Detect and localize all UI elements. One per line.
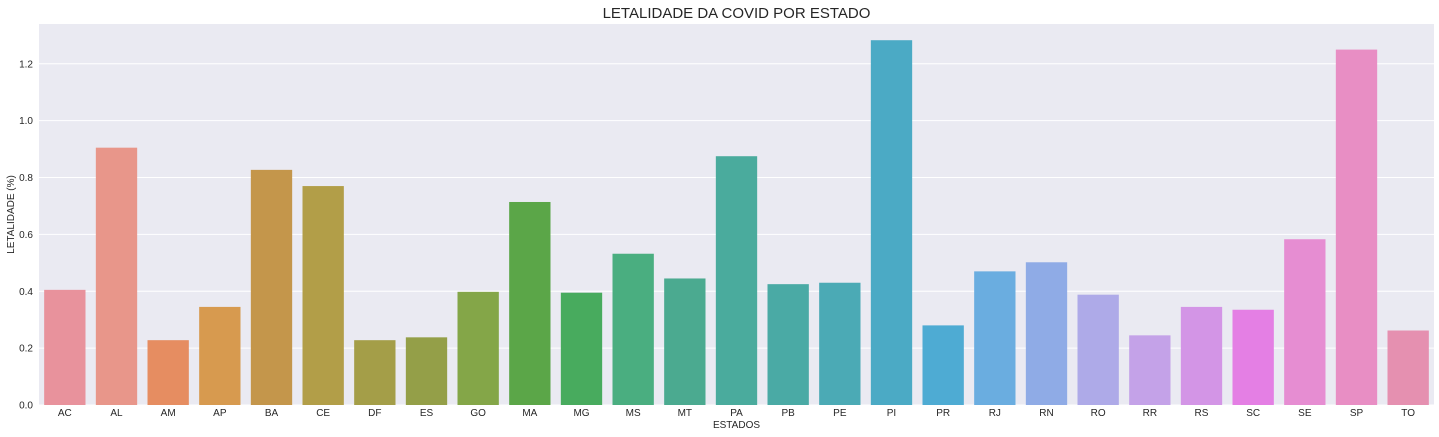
bar-rr (1129, 335, 1171, 405)
x-tick-label: MG (573, 408, 589, 419)
x-tick-label: PE (833, 408, 847, 419)
bar-al (95, 147, 138, 405)
x-tick-label: BA (265, 408, 279, 419)
x-tick-label: TO (1401, 408, 1415, 419)
y-axis-label: LETALIDADE (%) (6, 175, 17, 254)
bar-am (147, 340, 189, 405)
x-tick-label: SE (1298, 408, 1312, 419)
x-tick-label: PA (730, 408, 743, 419)
x-tick-label: DF (368, 408, 381, 419)
bar-rj (974, 271, 1016, 405)
x-tick-label: MA (522, 408, 537, 419)
bar-ro (1077, 294, 1119, 405)
x-tick-label: RN (1039, 408, 1053, 419)
x-tick-label: PR (936, 408, 950, 419)
bar-sc (1232, 309, 1274, 405)
bar-se (1284, 239, 1326, 405)
bar-go (457, 291, 499, 405)
bar-ap (199, 306, 241, 405)
x-tick-label: RR (1143, 408, 1157, 419)
x-tick-label: AM (161, 408, 176, 419)
y-tick-label: 0.0 (19, 401, 33, 412)
x-axis-ticks: AC AL AM AP BA CE DF ES GO MA MG MS MT PA PB PE PI PR RJ RN… (58, 408, 1415, 419)
bar-es (405, 337, 448, 405)
x-tick-label: RO (1091, 408, 1106, 419)
x-tick-label: GO (470, 408, 486, 419)
bar-ce (302, 186, 344, 405)
x-axis-label: ESTADOS (713, 420, 760, 431)
bar-to (1387, 330, 1429, 405)
x-tick-label: MS (626, 408, 641, 419)
x-tick-label: PB (781, 408, 795, 419)
x-tick-label: ES (420, 408, 434, 419)
bar-pe (819, 282, 861, 405)
x-tick-label: SP (1350, 408, 1364, 419)
bar-df (354, 340, 396, 405)
x-tick-label: RS (1195, 408, 1209, 419)
x-tick-label: CE (316, 408, 330, 419)
y-tick-label: 0.4 (19, 287, 33, 298)
bars (44, 40, 1429, 406)
bar-mg (560, 292, 603, 405)
x-tick-label: PI (887, 408, 896, 419)
x-tick-label: AL (110, 408, 123, 419)
bar-sp (1335, 49, 1378, 406)
bar-rs (1180, 306, 1223, 405)
bar-pr (922, 325, 964, 405)
y-tick-label: 1.0 (19, 116, 33, 127)
x-tick-label: MT (678, 408, 692, 419)
chart-title: LETALIDADE DA COVID POR ESTADO (603, 5, 871, 22)
y-tick-label: 0.6 (19, 230, 33, 241)
bar-mt (664, 278, 706, 405)
y-tick-label: 0.8 (19, 173, 33, 184)
y-tick-label: 1.2 (19, 59, 33, 70)
bar-ac (44, 289, 86, 405)
bar-ms (612, 253, 654, 405)
bar-ma (509, 201, 551, 405)
x-tick-label: SC (1246, 408, 1260, 419)
bar-rn (1025, 262, 1068, 405)
x-tick-label: AP (213, 408, 227, 419)
x-tick-label: AC (58, 408, 72, 419)
y-axis-ticks: 0.0 0.2 0.4 0.6 0.8 1.0 1.2 (19, 59, 33, 411)
bar-pa (715, 156, 758, 405)
bar-pb (767, 284, 809, 405)
x-tick-label: RJ (989, 408, 1001, 419)
y-tick-label: 0.2 (19, 344, 33, 355)
bar-pi (870, 40, 913, 405)
bar-ba (250, 169, 293, 405)
